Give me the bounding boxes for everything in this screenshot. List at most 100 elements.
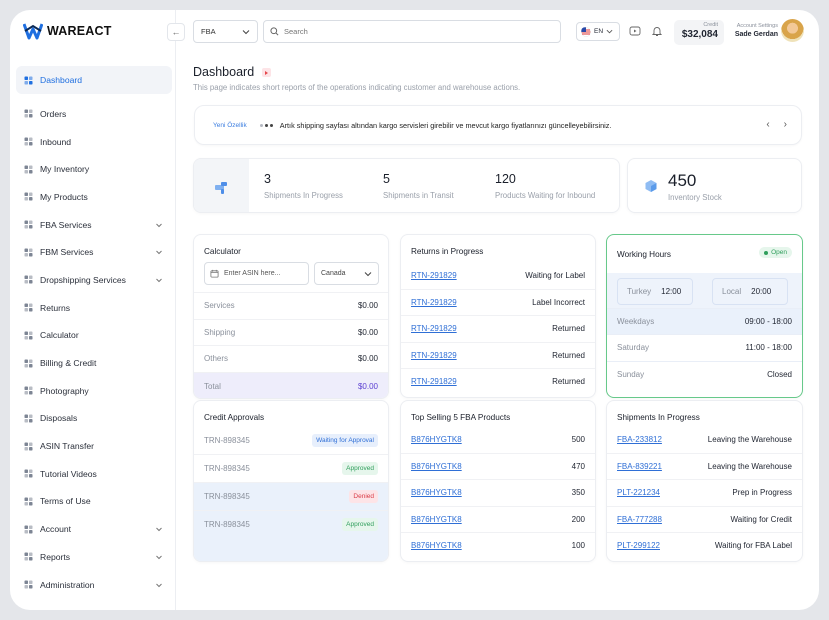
sidebar-item-label: Tutorial Videos — [40, 468, 97, 479]
product-row[interactable]: B876HYGTK8 200 — [401, 505, 595, 533]
sidebar-item-inbound[interactable]: Inbound — [16, 128, 172, 156]
product-sku-link[interactable]: B876HYGTK8 — [411, 488, 462, 498]
sidebar-item-account[interactable]: Account — [16, 515, 172, 543]
asin-input[interactable]: Enter ASIN here... — [204, 262, 309, 285]
sidebar-nav: Dashboard Orders Inbound My Inventory My Pro… — [16, 66, 172, 598]
sidebar-item-reports[interactable]: Reports — [16, 543, 172, 571]
product-row[interactable]: B876HYGTK8 100 — [401, 532, 595, 559]
return-row[interactable]: RTN-291829 Label Incorrect — [401, 288, 595, 316]
shipment-id-link[interactable]: PLT-299122 — [617, 541, 660, 551]
credit-approval-row[interactable]: TRN-898345 Approved — [194, 454, 388, 482]
language-select[interactable]: EN — [576, 22, 620, 41]
shipment-row[interactable]: PLT-221234 Prep in Progress — [607, 479, 802, 506]
product-sku-link[interactable]: B876HYGTK8 — [411, 514, 462, 524]
stat-value: 5 — [383, 172, 390, 186]
chevron-right-icon[interactable]: › — [783, 119, 787, 130]
sidebar-item-asin-transfer[interactable]: ASIN Transfer — [16, 432, 172, 460]
chevron-down-icon — [156, 555, 162, 560]
timezone-local: Local 20:00 — [712, 278, 788, 305]
product-row[interactable]: B876HYGTK8 500 — [401, 426, 595, 453]
shipment-id-link[interactable]: PLT-221234 — [617, 488, 660, 498]
avatar[interactable] — [781, 19, 804, 42]
product-sku-link[interactable]: B876HYGTK8 — [411, 434, 462, 444]
product-row[interactable]: B876HYGTK8 470 — [401, 452, 595, 480]
logo[interactable]: WAREACT — [23, 21, 112, 41]
shipment-row[interactable]: FBA-839221 Leaving the Warehouse — [607, 452, 802, 480]
highlight-fill — [194, 538, 388, 561]
sidebar-item-label: Account — [40, 524, 72, 535]
fbm-icon — [24, 248, 33, 257]
sidebar-item-label: Returns — [40, 302, 71, 313]
sidebar-item-dropshipping-services[interactable]: Dropshipping Services — [16, 266, 172, 294]
product-row[interactable]: B876HYGTK8 350 — [401, 479, 595, 506]
sidebar-item-orders[interactable]: Orders — [16, 100, 172, 128]
return-row[interactable]: RTN-291829 Returned — [401, 368, 595, 395]
sidebar-item-fba-services[interactable]: FBA Services — [16, 211, 172, 239]
chevron-down-icon — [156, 278, 162, 283]
sidebar-item-returns[interactable]: Returns — [16, 294, 172, 322]
sidebar-item-photography[interactable]: Photography — [16, 377, 172, 405]
timezone-time: 20:00 — [751, 287, 772, 296]
shipment-row[interactable]: PLT-299122 Waiting for FBA Label — [607, 532, 802, 559]
timezone-turkey: Turkey 12:00 — [617, 278, 693, 305]
credit-approval-row[interactable]: TRN-898345 Approved — [194, 510, 388, 538]
video-icon[interactable] — [629, 25, 641, 37]
search-bar[interactable] — [263, 20, 561, 43]
sidebar-item-billing-credit[interactable]: Billing & Credit — [16, 349, 172, 377]
chevron-down-icon — [156, 223, 162, 227]
sidebar-item-label: ASIN Transfer — [40, 441, 94, 452]
return-id-link[interactable]: RTN-291829 — [411, 350, 457, 360]
sidebar-item-tutorial-videos[interactable]: Tutorial Videos — [16, 460, 172, 488]
top-selling-title: Top Selling 5 FBA Products — [411, 413, 511, 422]
credit-balance[interactable]: Credit $32,084 — [674, 20, 724, 45]
product-sku-link[interactable]: B876HYGTK8 — [411, 541, 462, 551]
billing-icon — [24, 359, 33, 368]
product-sku-link[interactable]: B876HYGTK8 — [411, 461, 462, 471]
account-icon — [24, 525, 33, 534]
sidebar-item-administration[interactable]: Administration — [16, 571, 172, 599]
sidebar-item-label: FBA Services — [40, 219, 92, 230]
credit-approval-row[interactable]: TRN-898345 Waiting for Approval — [194, 426, 388, 454]
marketplace-select[interactable]: FBA — [193, 20, 258, 43]
shipment-row[interactable]: FBA-233812 Leaving the Warehouse — [607, 426, 802, 453]
return-id-link[interactable]: RTN-291829 — [411, 324, 457, 334]
sidebar-item-calculator[interactable]: Calculator — [16, 322, 172, 350]
inventory-icon — [24, 165, 33, 174]
shipment-id-link[interactable]: FBA-839221 — [617, 461, 662, 471]
return-row[interactable]: RTN-291829 Waiting for Label — [401, 262, 595, 289]
sidebar-item-terms-of-use[interactable]: Terms of Use — [16, 488, 172, 516]
calc-row-shipping: Shipping $0.00 — [194, 319, 388, 346]
sidebar-item-fbm-services[interactable]: FBM Services — [16, 238, 172, 266]
chevron-down-icon — [156, 583, 162, 587]
shipment-id-link[interactable]: FBA-777288 — [617, 514, 662, 524]
bell-icon[interactable] — [651, 25, 663, 37]
shipment-icon — [194, 159, 249, 212]
transaction-id: TRN-898345 — [204, 435, 250, 445]
calc-value: $0.00 — [357, 301, 378, 311]
country-select[interactable]: Canada — [314, 262, 379, 285]
return-row[interactable]: RTN-291829 Returned — [401, 341, 595, 369]
return-id-link[interactable]: RTN-291829 — [411, 270, 457, 280]
shipment-id-link[interactable]: FBA-233812 — [617, 434, 662, 444]
sidebar-item-dashboard[interactable]: Dashboard — [16, 66, 172, 94]
return-id-link[interactable]: RTN-291829 — [411, 297, 457, 307]
return-id-link[interactable]: RTN-291829 — [411, 377, 457, 387]
chevron-left-icon[interactable]: ‹ — [766, 119, 770, 130]
video-badge-icon[interactable] — [262, 68, 271, 77]
inbound-icon — [24, 137, 33, 146]
sidebar-item-label: Dropshipping Services — [40, 274, 126, 285]
calc-row-others: Others $0.00 — [194, 345, 388, 372]
hours-value: 09:00 - 18:00 — [744, 317, 792, 327]
return-row[interactable]: RTN-291829 Returned — [401, 315, 595, 342]
sidebar-item-disposals[interactable]: Disposals — [16, 405, 172, 433]
ticker-dots — [259, 123, 273, 127]
account-settings[interactable]: Account Settings Sade Gerdan — [726, 23, 778, 38]
sidebar-item-my-inventory[interactable]: My Inventory — [16, 155, 172, 183]
sidebar-item-my-products[interactable]: My Products — [16, 183, 172, 211]
credit-approval-row[interactable]: TRN-898345 Denied — [194, 482, 388, 510]
search-input[interactable] — [284, 27, 544, 36]
shipment-row[interactable]: FBA-777288 Waiting for Credit — [607, 505, 802, 533]
collapse-sidebar-button[interactable]: ← — [167, 23, 185, 41]
reports-icon — [24, 552, 33, 561]
returns-title: Returns in Progress — [411, 247, 484, 256]
